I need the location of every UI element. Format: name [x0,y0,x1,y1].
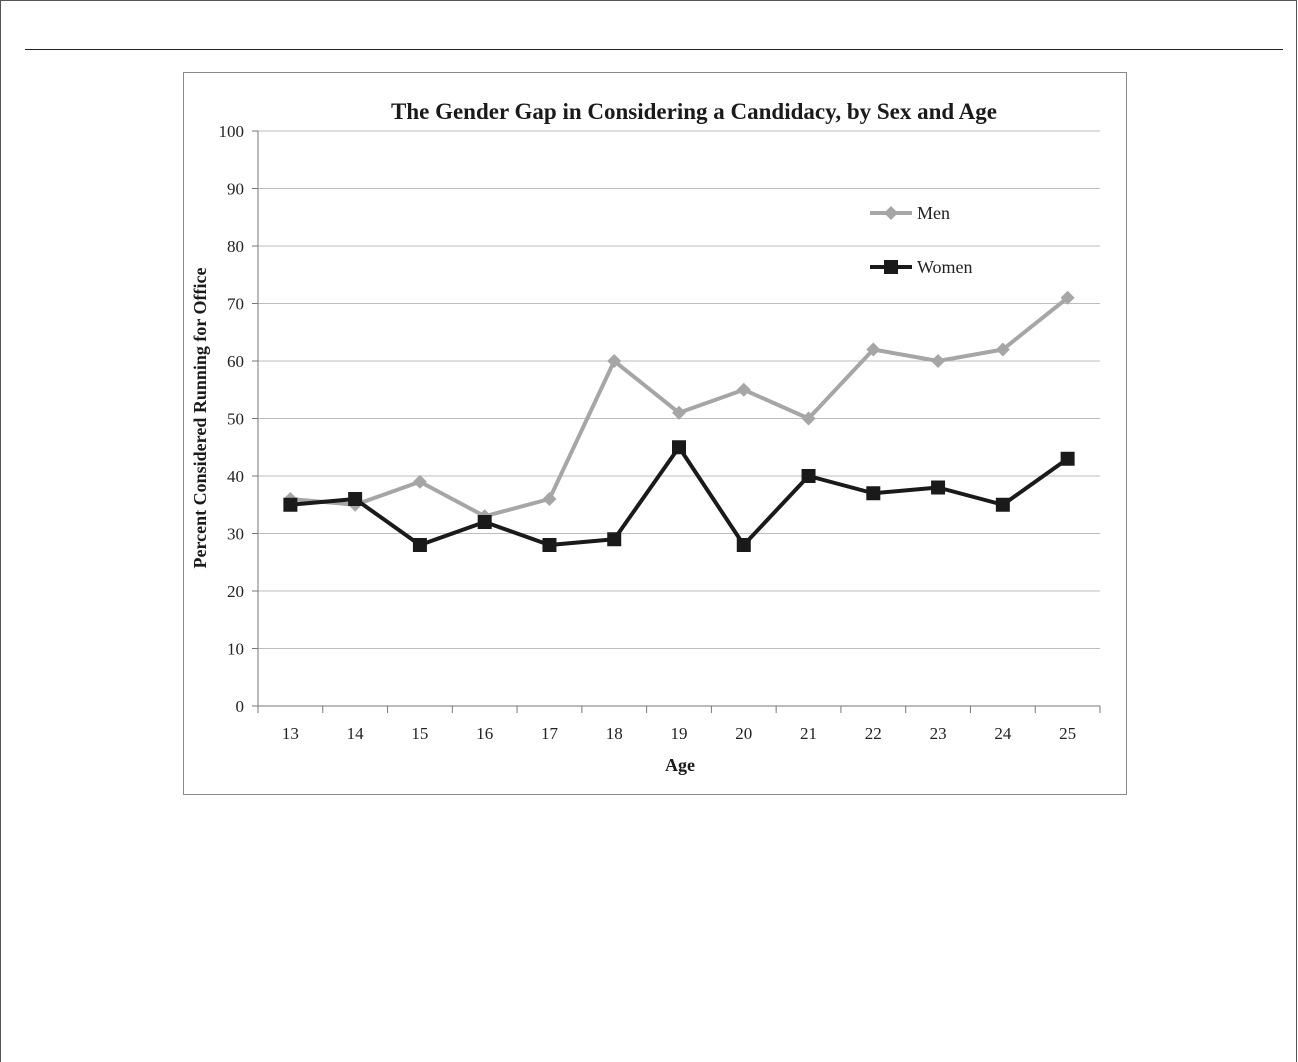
series-men [283,290,1075,524]
x-tick-label: 20 [735,724,752,743]
y-axis-label: Percent Considered Running for Office [190,268,210,569]
x-tick-label: 23 [930,724,947,743]
x-tick-label: 16 [476,724,493,743]
data-point-women [412,538,427,552]
data-point-women [736,538,751,552]
chart-frame: The Gender Gap in Considering a Candidac… [183,72,1127,795]
x-tick-label: 22 [865,724,882,743]
data-point-men [736,382,751,397]
data-point-women [477,515,492,529]
y-tick-label: 10 [227,640,244,659]
y-tick-label: 20 [227,582,244,601]
chart-title: The Gender Gap in Considering a Candidac… [391,99,997,124]
data-point-men [412,474,427,489]
x-axis-label: Age [665,755,695,775]
data-point-men [542,492,557,506]
data-point-women [1060,451,1075,466]
legend-label-women: Women [917,257,973,277]
header-rule [25,49,1283,50]
x-tick-label: 15 [411,724,428,743]
y-tick-label: 40 [227,467,244,486]
data-point-women [866,486,881,501]
axes [257,131,1101,713]
legend-marker-women [884,260,898,274]
data-point-men [607,354,622,368]
x-tick-label: 25 [1059,724,1076,743]
series-layer [283,290,1075,552]
data-point-women [931,480,946,495]
data-point-men [931,354,946,368]
data-point-women [348,492,363,506]
data-point-men [995,342,1010,357]
x-tick-label: 18 [606,724,623,743]
x-tick-labels: 13 14 15 16 17 18 19 20 21 22 23 24 25 [282,724,1076,743]
y-tick-labels: 0 10 20 30 40 50 60 70 80 90 100 [219,122,245,716]
legend-label-men: Men [917,203,950,223]
y-tick-label: 50 [227,410,244,429]
data-point-women [995,497,1010,512]
legend: Men Women [870,203,973,277]
x-tick-label: 17 [541,724,559,743]
y-tick-label: 0 [236,697,245,716]
series-women [283,440,1075,552]
data-point-women [607,532,622,547]
gridlines [252,130,1100,707]
data-point-men [672,405,686,420]
line-chart: The Gender Gap in Considering a Candidac… [190,99,1101,775]
data-point-men [1060,290,1075,305]
y-tick-label: 90 [227,180,244,199]
series-line-women [290,445,1069,547]
data-point-women [801,469,816,483]
y-tick-label: 80 [227,237,244,256]
x-tick-label: 24 [994,724,1012,743]
data-point-men [866,342,881,357]
data-point-women [672,440,686,455]
y-tick-label: 30 [227,525,244,544]
data-point-women [283,497,298,512]
x-tick-label: 13 [282,724,299,743]
x-tick-label: 14 [347,724,365,743]
x-tick-label: 21 [800,724,817,743]
data-point-men [801,411,816,426]
y-tick-label: 70 [227,295,244,314]
y-tick-label: 100 [219,122,245,141]
y-tick-label: 60 [227,352,244,371]
x-tick-label: 19 [671,724,688,743]
data-point-women [542,538,557,552]
legend-marker-men [884,206,898,220]
